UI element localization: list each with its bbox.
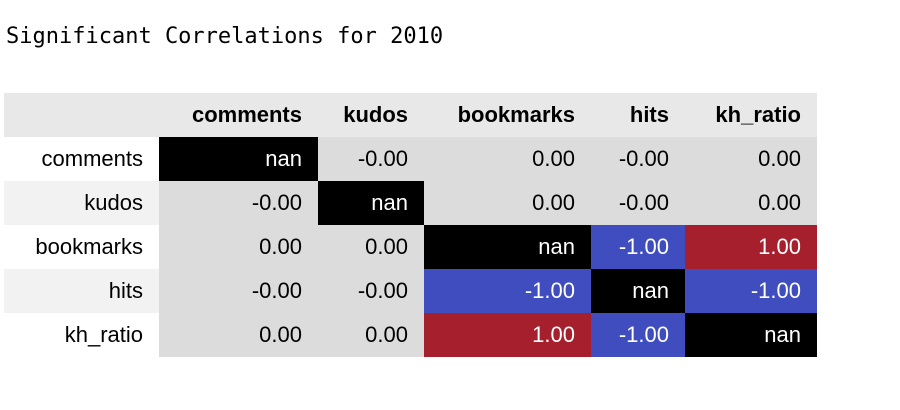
table-cell: -0.00 (591, 137, 685, 181)
table-cell: -1.00 (424, 269, 591, 313)
table-cell: 0.00 (159, 313, 318, 357)
table-cell: nan (424, 225, 591, 269)
table-cell: 0.00 (318, 225, 424, 269)
table-cell: -1.00 (591, 313, 685, 357)
header-row: comments kudos bookmarks hits kh_ratio (4, 93, 817, 137)
chart-title: Significant Correlations for 2010 (6, 24, 444, 49)
correlation-table: comments kudos bookmarks hits kh_ratio c… (4, 93, 817, 357)
table-cell: nan (685, 313, 817, 357)
table-cell: -1.00 (685, 269, 817, 313)
row-header-hits: hits (4, 269, 159, 313)
table-cell: 0.00 (159, 225, 318, 269)
table-row: comments nan -0.00 0.00 -0.00 0.00 (4, 137, 817, 181)
table-cell: -0.00 (318, 137, 424, 181)
table-cell: 0.00 (685, 137, 817, 181)
column-header-kudos: kudos (318, 93, 424, 137)
row-header-kh-ratio: kh_ratio (4, 313, 159, 357)
table-cell: 0.00 (424, 181, 591, 225)
table-row: kudos -0.00 nan 0.00 -0.00 0.00 (4, 181, 817, 225)
table-cell: nan (159, 137, 318, 181)
column-header-bookmarks: bookmarks (424, 93, 591, 137)
column-header-kh-ratio: kh_ratio (685, 93, 817, 137)
column-header-comments: comments (159, 93, 318, 137)
table-cell: 1.00 (685, 225, 817, 269)
table-row: kh_ratio 0.00 0.00 1.00 -1.00 nan (4, 313, 817, 357)
row-header-bookmarks: bookmarks (4, 225, 159, 269)
table-cell: -0.00 (591, 181, 685, 225)
table-cell: -1.00 (591, 225, 685, 269)
table-cell: 1.00 (424, 313, 591, 357)
table-cell: 0.00 (424, 137, 591, 181)
table-cell: -0.00 (318, 269, 424, 313)
table-cell: -0.00 (159, 269, 318, 313)
row-header-kudos: kudos (4, 181, 159, 225)
table-cell: 0.00 (318, 313, 424, 357)
table-cell: 0.00 (685, 181, 817, 225)
table-row: bookmarks 0.00 0.00 nan -1.00 1.00 (4, 225, 817, 269)
column-header-hits: hits (591, 93, 685, 137)
corner-cell (4, 93, 159, 137)
table-cell: -0.00 (159, 181, 318, 225)
table-cell: nan (591, 269, 685, 313)
table-row: hits -0.00 -0.00 -1.00 nan -1.00 (4, 269, 817, 313)
row-header-comments: comments (4, 137, 159, 181)
table-cell: nan (318, 181, 424, 225)
